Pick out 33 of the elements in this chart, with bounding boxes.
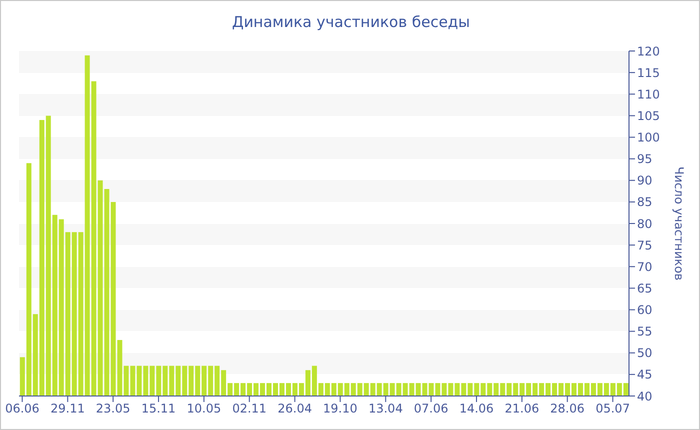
x-tick-label: 07.06 [414,402,448,416]
chart-title: Динамика участников беседы [230,13,472,31]
y-tick-label: 120 [637,44,660,58]
x-tick-label: 29.11 [50,402,85,416]
y-tick-label: 90 [637,174,652,188]
y-tick-label: 75 [637,238,652,252]
y-tick-label: 105 [637,108,660,123]
y-axis-title: Число участников [672,166,686,280]
y-tick-label: 115 [637,66,660,80]
x-tick-label: 06.06 [5,402,40,416]
x-tick-label: 28.06 [550,402,585,416]
y-tick-label: 45 [637,368,652,382]
y-tick-label: 110 [637,87,660,102]
y-tick-label: 95 [637,152,652,166]
y-tick-label: 85 [637,195,652,210]
x-tick-label: 14.06 [459,402,494,416]
x-tick-label: 21.06 [504,402,540,416]
y-tick-label: 80 [637,216,652,231]
y-tick-label: 55 [637,324,652,339]
x-tick-label: 10.05 [186,402,222,416]
y-tick-label: 65 [637,281,652,296]
y-tick-label: 70 [637,260,652,274]
y-tick-label: 40 [637,389,652,404]
y-tick-label: 50 [637,346,652,360]
y-tick-label: 100 [637,130,660,145]
x-tick-label: 05.07 [596,402,630,416]
x-tick-label: 23.05 [96,402,130,416]
x-tick-label: 26.04 [278,402,312,416]
x-tick-label: 15.11 [141,402,176,416]
y-tick-label: 60 [637,303,652,318]
x-tick-label: 19.10 [323,402,358,416]
x-tick-label: 13.04 [368,402,403,416]
x-tick-label: 02.11 [232,402,267,416]
